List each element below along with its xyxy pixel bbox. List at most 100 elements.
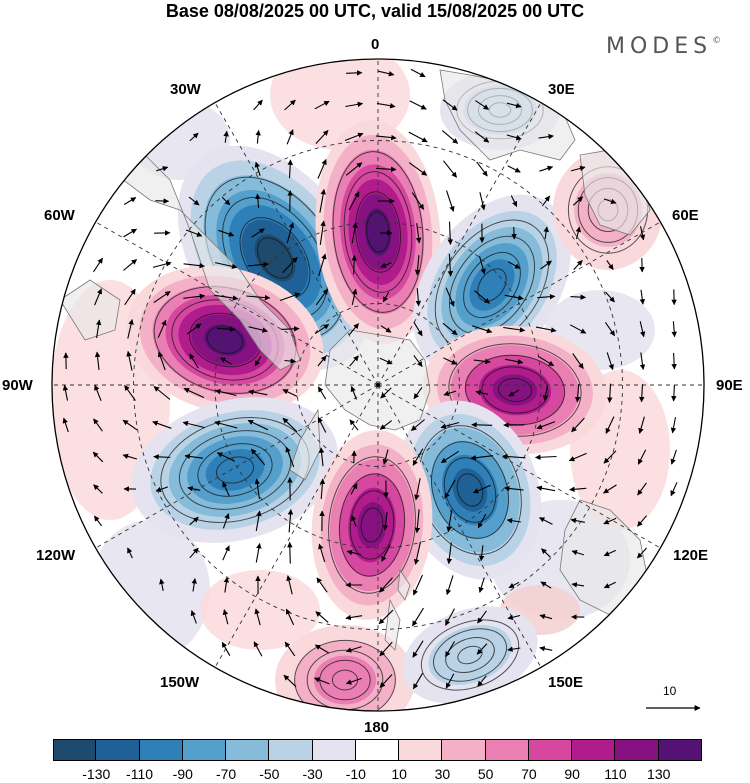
wind-arrow	[286, 129, 294, 145]
wind-arrow	[122, 453, 138, 460]
wind-arrow	[279, 292, 301, 302]
wind-arrow	[285, 446, 295, 468]
wind-arrow	[287, 159, 293, 179]
wind-arrow	[442, 99, 458, 111]
wind-arrow	[411, 192, 425, 210]
wind-arrow	[319, 220, 326, 245]
wind-arrow	[223, 576, 230, 593]
wind-arrow	[255, 193, 261, 209]
wind-arrow	[222, 513, 230, 529]
wind-arrow	[477, 513, 487, 529]
wind-arrow	[187, 486, 201, 492]
wind-arrow	[254, 608, 261, 626]
wind-arrow	[222, 545, 230, 561]
colorbar	[53, 739, 702, 761]
wind-arrow	[474, 131, 490, 143]
streamline	[257, 237, 293, 279]
colorbar-tick-label: -90	[172, 766, 193, 782]
wind-arrow	[254, 161, 261, 176]
wind-arrow	[636, 547, 648, 559]
wind-arrow	[443, 390, 457, 397]
wind-arrow	[413, 355, 423, 368]
wind-arrow	[313, 677, 330, 685]
wind-arrow	[476, 643, 488, 655]
wind-arrow	[507, 614, 521, 620]
anomaly-trough-150e	[402, 606, 538, 704]
wind-arrow	[568, 452, 587, 462]
wind-arrow	[375, 134, 397, 141]
colorbar-swatch	[96, 739, 140, 761]
wind-arrow	[442, 160, 458, 178]
background-patch	[200, 570, 320, 650]
wind-arrow	[442, 322, 458, 336]
wind-arrow	[440, 421, 460, 429]
wind-arrow	[415, 288, 422, 307]
anomaly-level	[313, 655, 377, 705]
wind-arrow	[185, 229, 203, 237]
wind-arrow	[315, 288, 329, 306]
wind-arrow	[214, 420, 238, 429]
wind-arrow	[444, 479, 456, 499]
wind-arrow	[156, 166, 169, 172]
wind-arrow	[506, 134, 522, 141]
wind-arrow	[191, 578, 197, 592]
streamline	[294, 639, 396, 711]
colorbar-tick-label: -30	[302, 766, 323, 782]
colorbar-swatch	[226, 739, 270, 761]
colorbar-swatch	[572, 739, 616, 761]
wind-arrow	[670, 417, 677, 434]
wind-arrow	[415, 223, 422, 244]
wind-arrow	[382, 449, 389, 465]
streamline	[343, 171, 413, 293]
pole-marker	[376, 383, 380, 387]
wind-arrow	[639, 321, 646, 338]
wind-arrow	[314, 323, 330, 335]
wind-arrow	[183, 293, 206, 300]
wind-arrow	[314, 644, 329, 654]
streamline	[355, 191, 401, 273]
wind-arrow	[183, 387, 205, 399]
lon-label-150w: 150W	[160, 674, 200, 691]
wind-arrow	[670, 482, 678, 497]
streamline	[497, 377, 533, 403]
wind-arrow	[350, 385, 358, 400]
wind-arrow	[543, 226, 549, 240]
wind-arrow	[478, 577, 485, 593]
wind-arrow	[126, 350, 133, 371]
wind-arrow	[503, 326, 526, 333]
wind-arrow	[412, 607, 424, 627]
wind-arrow	[346, 549, 361, 556]
wind-arrow	[536, 421, 556, 430]
wind-arrow	[94, 288, 103, 306]
wind-arrow	[318, 253, 327, 277]
wind-arrow	[250, 448, 266, 466]
wind-arrow	[478, 545, 485, 562]
wind-arrow	[479, 192, 486, 211]
streamline	[431, 441, 509, 539]
wind-arrow	[349, 323, 359, 335]
streamline	[215, 456, 255, 484]
wind-arrow	[508, 581, 520, 589]
colorbar-swatch	[485, 739, 529, 761]
wind-arrow	[282, 389, 298, 397]
wind-arrow	[319, 188, 326, 213]
wind-arrow	[351, 288, 358, 306]
colorbar-tick-label: -110	[126, 766, 154, 782]
wind-arrow	[123, 228, 137, 238]
land-outline	[59, 279, 121, 341]
wind-arrow	[571, 417, 585, 433]
wind-arrow	[182, 420, 206, 429]
wind-arrow	[506, 517, 521, 524]
wind-arrow	[93, 515, 103, 527]
streamline	[349, 490, 395, 560]
wind-arrow	[507, 261, 521, 269]
wind-arrow	[92, 451, 104, 463]
colorbar-tick-label: 10	[391, 766, 407, 782]
map-boundary	[51, 58, 705, 712]
latitude-circle	[133, 140, 623, 630]
streamline	[433, 628, 507, 682]
wind-arrow	[284, 99, 296, 111]
wind-arrow	[382, 511, 389, 531]
wind-arrow	[122, 419, 138, 431]
wind-arrow	[412, 672, 424, 690]
